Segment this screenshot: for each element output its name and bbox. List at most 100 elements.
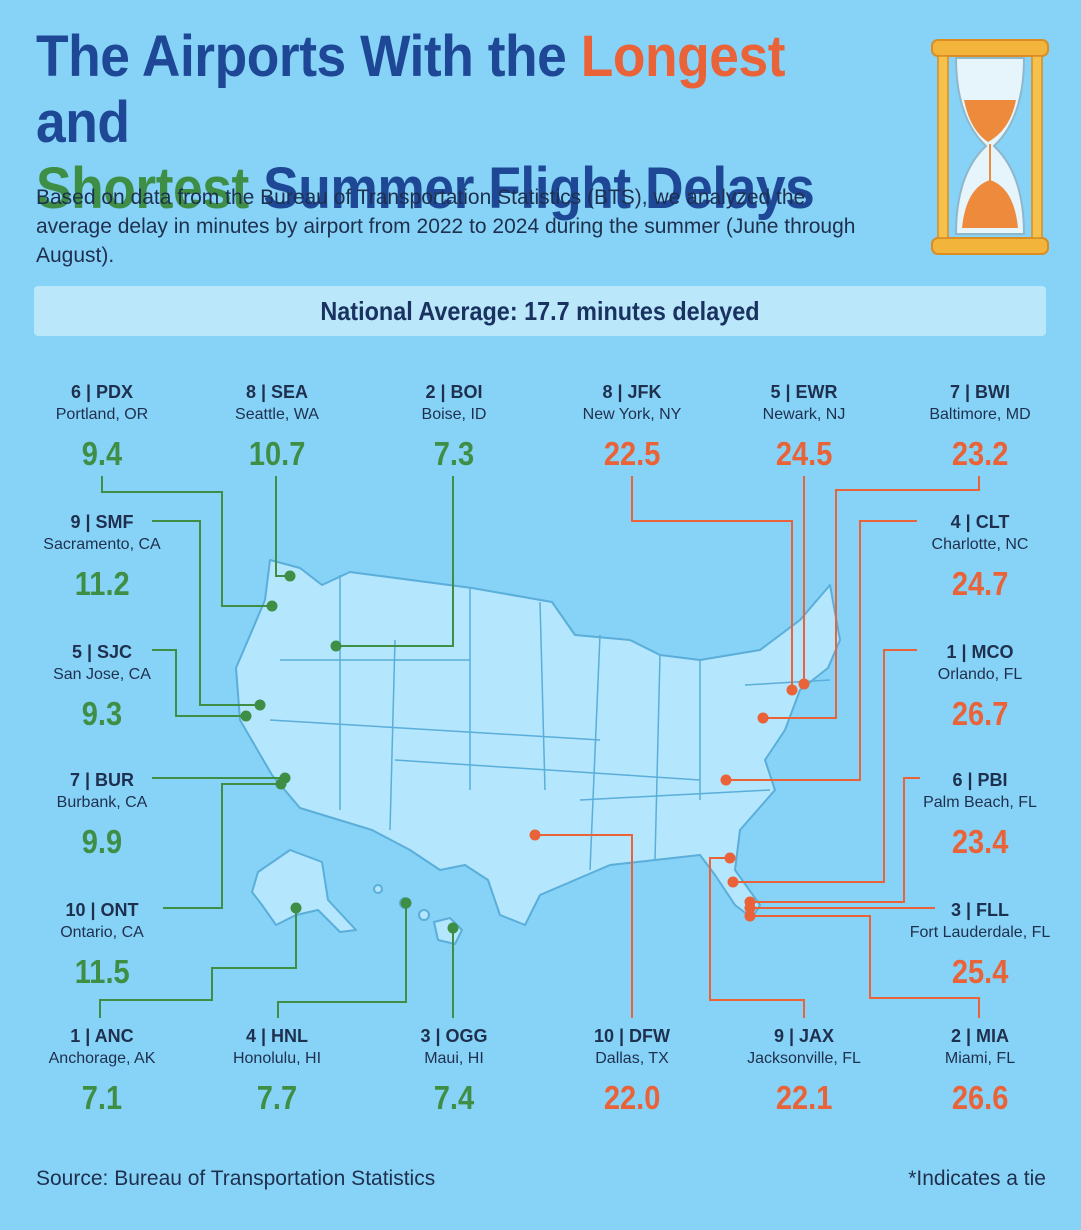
airport-dot-smf (254, 699, 266, 711)
airport-delay-value: 9.9 (81, 823, 123, 860)
airport-label-anc: 1 | ANC Anchorage, AK 7.1 (14, 1024, 190, 1120)
airport-label-sjc: 5 | SJC San Jose, CA 9.3 (14, 640, 190, 736)
title-longest: Longest (580, 24, 786, 89)
airport-delay-value: 22.5 (603, 435, 661, 472)
airport-delay-value: 9.3 (81, 695, 123, 732)
airport-label-pdx: 6 | PDX Portland, OR 9.4 (14, 380, 190, 476)
airport-label-jfk: 8 | JFK New York, NY 22.5 (544, 380, 720, 476)
airport-city: Portland, OR (55, 406, 149, 423)
airport-city: Sacramento, CA (43, 536, 161, 553)
connector-clt (726, 520, 917, 781)
airport-city: Palm Beach, FL (923, 794, 1037, 811)
airport-delay-value: 24.5 (775, 435, 833, 472)
airport-delay-value: 10.7 (248, 435, 306, 472)
airport-code: 10 | ONT (65, 900, 139, 920)
airport-code: 7 | BWI (949, 382, 1011, 402)
airport-label-mia: 2 | MIA Miami, FL 26.6 (892, 1024, 1068, 1120)
airport-code: 4 | HNL (245, 1026, 309, 1046)
airport-delay-value: 11.5 (74, 953, 130, 990)
airport-delay-value: 22.0 (603, 1079, 661, 1116)
airport-city: Orlando, FL (937, 666, 1023, 683)
airport-label-pbi: 6 | PBI Palm Beach, FL 23.4 (892, 768, 1068, 864)
hawaii-big-island (433, 917, 463, 945)
airport-delay-value: 7.1 (81, 1079, 123, 1116)
airport-delay-value: 22.1 (775, 1079, 833, 1116)
airport-dot-jax (724, 852, 736, 864)
airport-city: Miami, FL (944, 1050, 1016, 1067)
airport-delay-value: 26.7 (951, 695, 1009, 732)
airport-code: 2 | MIA (950, 1026, 1010, 1046)
airport-label-clt: 4 | CLT Charlotte, NC 24.7 (892, 510, 1068, 606)
airport-delay-value: 7.4 (433, 1079, 475, 1116)
airport-code: 8 | SEA (245, 382, 309, 402)
airport-dot-dfw (529, 829, 541, 841)
airport-dot-clt (720, 774, 732, 786)
connector-anc (99, 908, 297, 1018)
us-map (235, 559, 841, 945)
airport-dot-fll (744, 902, 756, 914)
airport-delay-value: 7.3 (433, 435, 475, 472)
airport-dot-ewr (798, 678, 810, 690)
connector-jax (709, 857, 805, 1018)
airport-label-ogg: 3 | OGG Maui, HI 7.4 (366, 1024, 542, 1120)
connector-pbi (750, 777, 920, 903)
page-title: The Airports With the Longest and Shorte… (36, 24, 846, 222)
title-rest: Summer Flight Delays (248, 156, 815, 221)
airport-city: Honolulu, HI (232, 1050, 322, 1067)
airport-city: San Jose, CA (53, 666, 151, 683)
airport-delay-value: 7.7 (256, 1079, 298, 1116)
airport-city: Charlotte, NC (931, 536, 1029, 553)
airport-city: New York, NY (582, 406, 682, 423)
state-borders (269, 575, 831, 871)
airport-code: 10 | DFW (593, 1026, 671, 1046)
title-text: The Airports With the (36, 24, 581, 89)
airport-dot-mia (744, 910, 756, 922)
connector-ont (163, 783, 281, 909)
airport-label-hnl: 4 | HNL Honolulu, HI 7.7 (189, 1024, 365, 1120)
airport-code: 5 | SJC (71, 642, 133, 662)
airport-code: 5 | EWR (770, 382, 838, 402)
airport-label-jax: 9 | JAX Jacksonville, FL 22.1 (716, 1024, 892, 1120)
airport-code: 9 | SMF (70, 512, 134, 532)
connector-mia (750, 915, 980, 1018)
connector-jfk (631, 476, 793, 690)
airport-label-bur: 7 | BUR Burbank, CA 9.9 (14, 768, 190, 864)
national-average-banner: National Average: 17.7 minutes delayed (34, 286, 1046, 336)
airport-label-boi: 2 | BOI Boise, ID 7.3 (366, 380, 542, 476)
airport-code: 9 | JAX (773, 1026, 835, 1046)
airport-label-ont: 10 | ONT Ontario, CA 11.5 (14, 898, 190, 994)
connector-bwi (763, 476, 980, 719)
airport-dot-mco (727, 876, 739, 888)
connector-hnl (277, 903, 407, 1018)
airport-delay-value: 11.2 (74, 565, 130, 602)
airport-label-bwi: 7 | BWI Baltimore, MD 23.2 (892, 380, 1068, 476)
airport-label-ewr: 5 | EWR Newark, NJ 24.5 (716, 380, 892, 476)
airport-dot-ogg (447, 922, 459, 934)
airport-city: Jacksonville, FL (747, 1050, 861, 1067)
airport-dot-hnl (400, 897, 412, 909)
airport-code: 1 | MCO (946, 642, 1014, 662)
airport-dot-boi (330, 640, 342, 652)
airport-city: Dallas, TX (595, 1050, 669, 1067)
alaska-shape (251, 849, 357, 933)
airport-code: 3 | OGG (420, 1026, 488, 1046)
airport-city: Newark, NJ (762, 406, 846, 423)
hourglass-icon (931, 39, 1049, 255)
airport-code: 2 | BOI (425, 382, 483, 402)
airport-delay-value: 9.4 (81, 435, 123, 472)
airport-code: 1 | ANC (70, 1026, 134, 1046)
airport-code: 3 | FLL (950, 900, 1010, 920)
airport-label-dfw: 10 | DFW Dallas, TX 22.0 (544, 1024, 720, 1120)
airport-dot-sea (284, 570, 296, 582)
airport-city: Burbank, CA (56, 794, 148, 811)
airport-code: 8 | JFK (602, 382, 662, 402)
airport-code: 6 | PBI (952, 770, 1008, 790)
airport-city: Fort Lauderdale, FL (909, 924, 1051, 941)
airport-dot-pdx (266, 600, 278, 612)
connector-mco (733, 649, 917, 883)
airport-code: 4 | CLT (950, 512, 1010, 532)
airport-delay-value: 24.7 (951, 565, 1009, 602)
airport-city: Anchorage, AK (48, 1050, 156, 1067)
airport-delay-value: 23.4 (951, 823, 1009, 860)
